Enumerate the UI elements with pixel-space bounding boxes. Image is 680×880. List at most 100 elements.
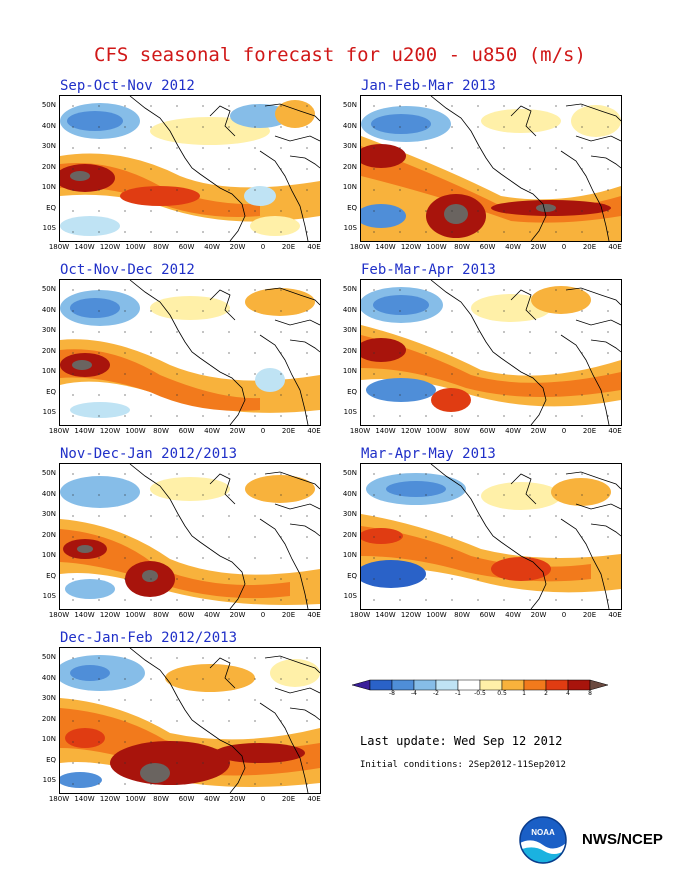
x-axis-label: 20W — [530, 427, 547, 435]
y-axis-label: 50N — [342, 101, 357, 109]
x-axis-label: 180W — [48, 611, 70, 619]
x-axis-label: 120W — [400, 427, 422, 435]
initial-conditions: Initial conditions: 2Sep2012-11Sep2012 — [360, 760, 566, 770]
y-axis-label: 10S — [42, 224, 56, 232]
x-axis-label: 0 — [561, 427, 567, 435]
y-axis-label: 10N — [41, 735, 56, 743]
x-axis-label: 0 — [561, 243, 567, 251]
x-axis-label: 80W — [153, 243, 169, 251]
x-axis-label: 60W — [178, 427, 195, 435]
x-axis-label: 20E — [582, 427, 597, 435]
x-axis-label: 60W — [178, 795, 195, 803]
x-axis-label: 100W — [125, 243, 146, 251]
y-axis-label: 10N — [342, 551, 357, 559]
x-axis-label: 80W — [153, 795, 169, 803]
x-axis-label: 20E — [582, 611, 597, 619]
colorbar-tick-label: 2 — [544, 690, 548, 697]
colorbar-tick-label: -8 — [389, 690, 395, 697]
x-axis-label: 40E — [608, 243, 622, 251]
panel-title: Jan-Feb-Mar 2013 — [361, 78, 496, 94]
y-axis-label: 30N — [41, 142, 56, 150]
x-axis-label: 20E — [281, 243, 296, 251]
y-axis-label: 10S — [343, 224, 357, 232]
y-axis-label: 30N — [342, 326, 357, 334]
x-axis-label: 40W — [204, 427, 220, 435]
colorbar-segment — [435, 679, 459, 691]
colorbar-segment — [479, 679, 503, 691]
y-axis-label: 50N — [41, 101, 56, 109]
colorbar: -8 -4 -2 -1 -0.5 0.5 1 2 4 8 — [351, 678, 632, 697]
x-axis-label: 40E — [307, 427, 321, 435]
x-axis-label: 100W — [125, 795, 146, 803]
colorbar-tick-label: 8 — [588, 690, 592, 697]
y-axis-label: 50N — [41, 653, 56, 661]
colorbar-tick-label: 4 — [566, 690, 570, 697]
x-axis-label: 60W — [479, 611, 496, 619]
x-axis-label: 80W — [153, 427, 169, 435]
x-axis-label: 40W — [505, 243, 521, 251]
x-axis-label: 120W — [99, 427, 121, 435]
x-axis-label: 140W — [375, 427, 396, 435]
forecast-map-ond — [59, 279, 321, 426]
x-axis-label: 60W — [479, 243, 496, 251]
y-axis-label: EQ — [347, 387, 357, 396]
y-axis-label: EQ — [46, 571, 56, 580]
noaa-logo: NOAA — [518, 815, 568, 870]
y-axis-label: 20N — [342, 162, 357, 171]
y-axis-label: 30N — [342, 510, 357, 518]
y-axis-label: 10S — [343, 408, 357, 416]
y-axis-label: EQ — [347, 203, 357, 212]
colorbar-svg — [351, 679, 609, 691]
x-axis-label: 20E — [281, 427, 296, 435]
x-axis-label: 140W — [375, 243, 396, 251]
x-axis-label: 40E — [307, 795, 321, 803]
x-axis-label: 40W — [505, 611, 521, 619]
y-axis-label: 20N — [41, 346, 56, 355]
y-axis-label: 20N — [41, 530, 56, 539]
x-axis-label: 120W — [99, 611, 121, 619]
x-axis-label: 140W — [375, 611, 396, 619]
y-axis-label: 10S — [42, 592, 56, 600]
colorbar-segment — [413, 679, 437, 691]
forecast-map-son — [59, 95, 321, 242]
colorbar-segment — [501, 679, 525, 691]
map-svg — [361, 280, 621, 425]
y-axis-label: 40N — [342, 121, 357, 130]
x-axis-label: 80W — [454, 243, 470, 251]
x-axis-label: 20W — [530, 243, 547, 251]
x-axis-label: 0 — [260, 795, 266, 803]
x-axis-label: 100W — [426, 243, 447, 251]
x-axis-label: 180W — [349, 243, 371, 251]
x-axis-label: 20E — [281, 795, 296, 803]
colorbar-segment — [457, 679, 481, 691]
agency-label: NWS/NCEP — [582, 831, 663, 848]
x-axis-label: 20E — [582, 243, 597, 251]
y-axis-label: 10S — [42, 776, 56, 784]
x-axis-label: 40W — [204, 243, 220, 251]
x-axis-label: 20W — [229, 243, 246, 251]
colorbar-tick-label: -0.5 — [474, 690, 486, 697]
x-axis-label: 60W — [178, 611, 195, 619]
x-axis-label: 40E — [608, 611, 622, 619]
y-axis-label: 40N — [41, 489, 56, 498]
y-axis-label: EQ — [46, 203, 56, 212]
x-axis-label: 100W — [125, 611, 146, 619]
x-axis-label: 140W — [74, 243, 95, 251]
y-axis-label: 10N — [41, 183, 56, 191]
x-axis-label: 60W — [479, 427, 496, 435]
page-title: CFS seasonal forecast for u200 - u850 (m… — [94, 44, 586, 66]
y-axis-label: 10S — [42, 408, 56, 416]
x-axis-label: 100W — [125, 427, 146, 435]
colorbar-segment — [567, 679, 591, 691]
x-axis-label: 180W — [48, 427, 70, 435]
y-axis-label: 50N — [342, 285, 357, 293]
y-axis-label: EQ — [46, 755, 56, 764]
x-axis-label: 20W — [530, 611, 547, 619]
x-axis-label: 40W — [204, 611, 220, 619]
y-axis-label: 10N — [41, 551, 56, 559]
colorbar-segment — [523, 679, 547, 691]
map-svg — [60, 96, 320, 241]
x-axis-label: 20E — [281, 611, 296, 619]
x-axis-label: 120W — [400, 243, 422, 251]
y-axis-label: 30N — [41, 510, 56, 518]
